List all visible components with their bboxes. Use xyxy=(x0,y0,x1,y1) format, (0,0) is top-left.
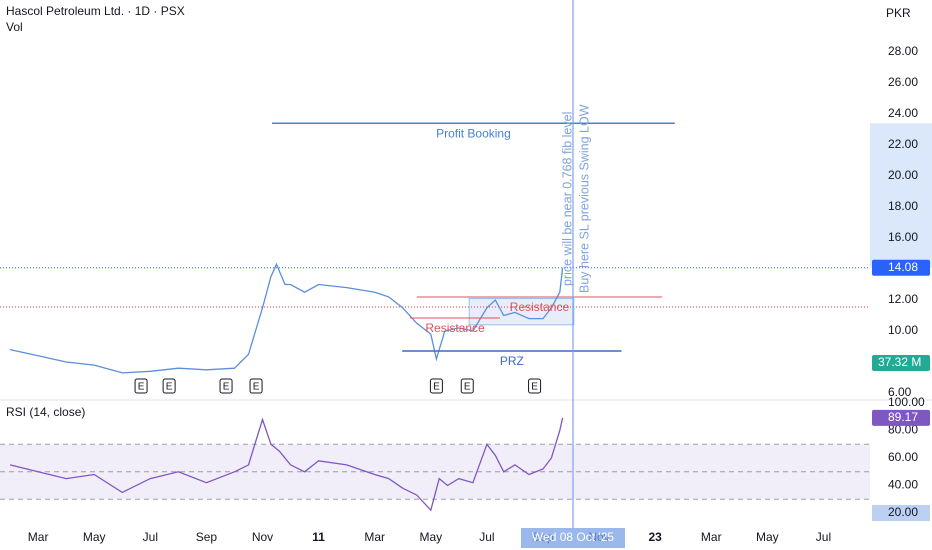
currency: PKR xyxy=(886,6,911,20)
tick-highlight xyxy=(872,504,930,521)
event-marker xyxy=(460,378,474,394)
y-tick-label: 20.00 xyxy=(888,168,918,182)
y-tick-label: 80.00 xyxy=(888,423,918,437)
y-tick-label: 20.00 xyxy=(888,505,918,519)
annotation-label: Resistance xyxy=(425,321,485,335)
axis-range-highlight xyxy=(870,123,932,268)
series-line xyxy=(9,262,564,374)
event-marker xyxy=(219,378,233,394)
annotation-label: Profit Booking xyxy=(436,126,511,140)
event-label: E xyxy=(166,382,173,393)
y-tick-label: 28.00 xyxy=(888,44,918,58)
y-tick-label: 18.00 xyxy=(888,199,918,213)
event-label: E xyxy=(531,382,538,393)
y-tick-label: 40.00 xyxy=(888,478,918,492)
event-label: E xyxy=(464,382,471,393)
y-tick-label: 12.00 xyxy=(888,292,918,306)
x-tick-label: 23 xyxy=(648,530,662,544)
y-tick-label: 100.00 xyxy=(888,395,925,409)
rsi-value-box xyxy=(872,409,930,426)
volume-label: 37.32 M xyxy=(878,355,921,369)
crosshair-label: Wed 08 Oct '25 xyxy=(532,530,614,544)
event-marker xyxy=(429,378,443,394)
event-marker xyxy=(162,378,176,394)
series-line xyxy=(9,417,564,512)
annotation-label: PRZ xyxy=(500,354,524,368)
zone-box xyxy=(468,297,575,326)
rotated-note: Buy here SL previous Swing LOW xyxy=(577,104,591,293)
chart-title: Hascol Petroleum Ltd. · 1D · PSX xyxy=(6,4,185,18)
crosshair-box xyxy=(520,528,625,548)
event-label: E xyxy=(223,382,230,393)
event-label: E xyxy=(253,382,260,393)
volume-box xyxy=(872,355,930,371)
y-tick-label: 26.00 xyxy=(888,75,918,89)
event-marker xyxy=(528,378,542,394)
y-tick-label: 24.00 xyxy=(888,106,918,120)
event-marker xyxy=(249,378,263,394)
x-tick-label: Jul xyxy=(479,530,494,544)
x-tick-label: Nov xyxy=(252,530,273,544)
event-label: E xyxy=(138,382,145,393)
x-tick-label: May xyxy=(419,530,442,544)
volume-title: Vol xyxy=(6,20,23,34)
y-tick-label: 22.00 xyxy=(888,137,918,151)
y-tick-label: 60.00 xyxy=(888,450,918,464)
x-tick-label: May xyxy=(83,530,106,544)
rsi-value-label: 89.17 xyxy=(888,410,918,424)
price-level-box xyxy=(872,259,930,276)
x-tick-label: Mar xyxy=(28,530,49,544)
y-tick-label: 6.00 xyxy=(888,385,912,399)
x-tick-label: Mar xyxy=(364,530,385,544)
x-tick-label: Mar xyxy=(701,530,722,544)
y-tick-label: 16.00 xyxy=(888,230,918,244)
rsi-title: RSI (14, close) xyxy=(6,405,85,419)
x-tick-label: 11 xyxy=(312,530,325,544)
x-tick-label: May xyxy=(756,530,779,544)
event-marker xyxy=(134,378,148,394)
x-tick-label: Jul xyxy=(143,530,158,544)
y-tick-label: 10.00 xyxy=(888,323,918,337)
rotated-note: price will be near 0.768 fib level xyxy=(561,112,575,286)
price-level-label: 14.08 xyxy=(888,260,918,274)
x-tick-label: Jul xyxy=(816,530,831,544)
annotation-label: Resistance xyxy=(510,300,570,314)
x-tick-label: Sep xyxy=(196,530,218,544)
event-label: E xyxy=(433,382,440,393)
